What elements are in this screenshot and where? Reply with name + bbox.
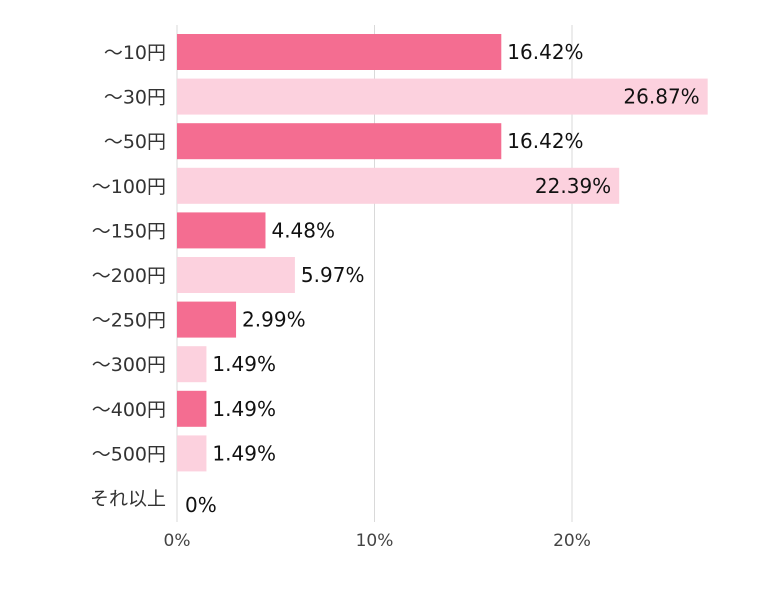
bar	[177, 123, 502, 160]
value-label: 0%	[185, 493, 217, 517]
category-label: ～30円	[104, 87, 166, 109]
category-label: それ以上	[90, 488, 166, 510]
category-labels: ～10円 ～30円 ～50円 ～100円 ～150円 ～200円 ～250円 ～300円 ～40…	[90, 42, 166, 510]
bar	[177, 78, 708, 115]
category-label: ～200円	[92, 265, 166, 287]
value-label: 1.49%	[212, 397, 276, 421]
value-label: 26.87%	[623, 85, 699, 109]
x-tick-label: 20%	[553, 531, 591, 551]
category-label: ～250円	[92, 310, 166, 332]
bar	[177, 257, 295, 293]
category-label: ～10円	[104, 42, 166, 64]
category-label: ～100円	[92, 176, 166, 198]
category-label: ～500円	[92, 443, 166, 465]
value-label: 16.42%	[507, 40, 583, 64]
value-label: 5.97%	[301, 263, 365, 287]
category-label: ～400円	[92, 399, 166, 421]
category-label: ～150円	[92, 220, 166, 242]
x-tick-label: 10%	[356, 531, 394, 551]
bar	[177, 212, 266, 249]
x-tick-labels: 0% 10% 20%	[164, 531, 591, 551]
value-label: 4.48%	[271, 218, 335, 242]
bar	[177, 435, 207, 472]
value-labels: 16.42% 26.87% 16.42% 22.39% 4.48% 5.97% 2.99% 1…	[185, 40, 700, 517]
bar	[177, 346, 207, 383]
bar	[177, 34, 502, 70]
category-label: ～50円	[104, 131, 166, 153]
category-label: ～300円	[92, 354, 166, 376]
value-label: 1.49%	[212, 352, 276, 376]
value-label: 22.39%	[535, 174, 611, 198]
value-label: 1.49%	[212, 441, 276, 465]
bars	[177, 34, 708, 472]
bar	[177, 167, 620, 204]
value-label: 2.99%	[242, 308, 306, 332]
x-tick-label: 0%	[164, 531, 191, 551]
value-label: 16.42%	[507, 129, 583, 153]
bar	[177, 390, 207, 427]
bar	[177, 301, 237, 338]
